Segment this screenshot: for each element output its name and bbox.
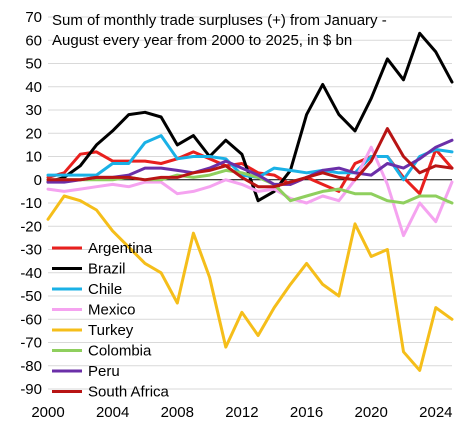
y-tick-label: -30 [20,242,42,259]
x-tick-label: 2004 [96,404,129,421]
series-line-mexico [46,145,454,238]
chart-title-line-1: Sum of monthly trade surpluses (+) from … [52,12,387,29]
y-tick-label: 50 [25,56,42,73]
x-tick-label: 2016 [290,404,323,421]
y-tick-label: -20 [20,218,42,235]
x-tick-label: 2024 [419,404,452,421]
x-tick-label: 2008 [161,404,194,421]
x-tick-label: 2000 [31,404,64,421]
y-tick-label: 70 [25,9,42,26]
legend-label-colombia: Colombia [88,343,152,360]
legend-label-chile: Chile [88,281,122,298]
x-tick-label: 2012 [225,404,258,421]
legend-label-mexico: Mexico [88,302,136,319]
y-tick-label: 40 [25,79,42,96]
legend-label-peru: Peru [88,363,120,380]
y-tick-label: -80 [20,358,42,375]
y-tick-label: 60 [25,32,42,49]
y-tick-label: -10 [20,195,42,212]
y-tick-label: -40 [20,265,42,282]
y-tick-label: 10 [25,149,42,166]
y-tick-label: 20 [25,125,42,142]
legend-label-south-africa: South Africa [88,384,170,401]
y-tick-label: 30 [25,102,42,119]
legend-label-brazil: Brazil [88,261,126,278]
gridlines [48,16,452,390]
y-tick-label: -90 [20,381,42,398]
series-lines [46,31,454,372]
axes: 70 60 50 40 30 20 10 0 -10 -20 -30 -40 -50 -60 -70 -80 -… [20,9,452,421]
series-line-south-africa [46,127,454,189]
series-line-colombia [46,168,454,205]
y-tick-label: -60 [20,311,42,328]
y-tick-label: 0 [34,172,42,189]
x-tick-label: 2020 [355,404,388,421]
chart-title-line-2: August every year from 2000 to 2025, in … [52,32,352,49]
legend-label-argentina: Argentina [88,240,153,257]
y-tick-label: -50 [20,288,42,305]
series-line-turkey [46,194,454,372]
legend-label-turkey: Turkey [88,322,134,339]
y-tick-label: -70 [20,335,42,352]
legend: Argentina Brazil Chile Mexico Turkey Colombia… [52,240,170,401]
